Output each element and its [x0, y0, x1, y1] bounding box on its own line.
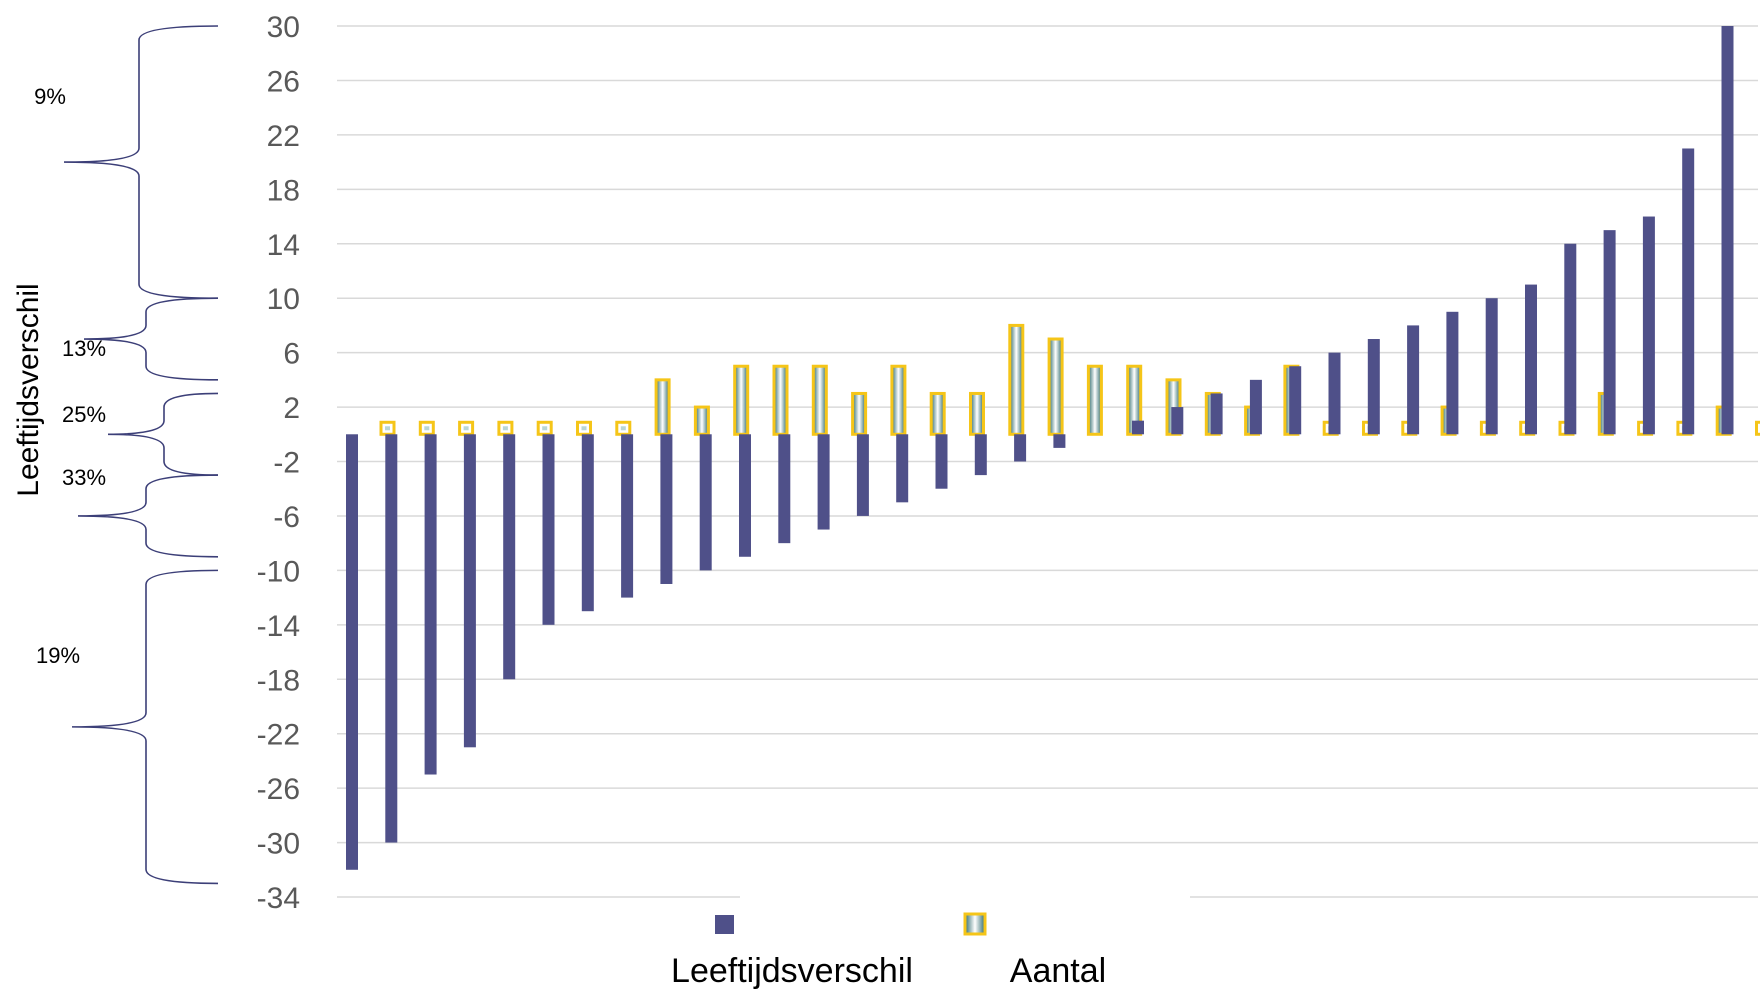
bar-leeftijdsverschil	[699, 434, 712, 571]
bar-aantal	[1086, 364, 1103, 436]
legend-label-leeftijdsverschil: Leeftijdsverschil	[671, 952, 913, 990]
bar-leeftijdsverschil	[385, 434, 398, 843]
y-axis-title: Leeftijdsverschil	[12, 283, 45, 496]
bar-aantal	[1047, 337, 1064, 436]
y-tick-label: -6	[273, 501, 300, 534]
bar-leeftijdsverschil	[817, 434, 830, 530]
bar-aantal-inner	[581, 426, 587, 431]
y-tick-label: 22	[267, 120, 300, 153]
bar-leeftijdsverschil	[346, 434, 358, 870]
bar-leeftijdsverschil	[1367, 339, 1380, 435]
brace	[107, 392, 219, 476]
y-tick-label: 18	[267, 174, 300, 207]
brace-annotations: 9% 13% 25% 33% 19%	[34, 25, 219, 885]
legend-swatch-leeftijdsverschil	[715, 915, 734, 934]
brace-label: 25%	[62, 402, 106, 427]
brace	[63, 25, 219, 299]
bar-leeftijdsverschil	[1485, 298, 1498, 435]
brace-label: 19%	[36, 643, 80, 668]
bar-leeftijdsverschil	[1053, 434, 1066, 448]
y-tick-label: -2	[273, 447, 300, 480]
bar-aantal	[969, 391, 985, 436]
bar-leeftijdsverschil	[1682, 148, 1695, 435]
bar-aantal-inner	[385, 426, 390, 431]
y-tick-label: 26	[267, 65, 300, 98]
y-tick-label: -26	[257, 773, 300, 806]
bar-aantal	[733, 364, 750, 436]
y-tick-label: -14	[257, 610, 300, 643]
bar-leeftijdsverschil	[424, 434, 437, 775]
bar-leeftijdsverschil	[1407, 325, 1420, 435]
brace-label: 9%	[34, 84, 66, 109]
bar-leeftijdsverschil	[856, 434, 869, 516]
y-axis-ticks: 30 26 22 18 14 10 6 2 -2 -6 -10 -14 -18 -22 -26 -30 -34	[257, 11, 300, 915]
brace-label: 33%	[62, 465, 106, 490]
bar-leeftijdsverschil	[896, 434, 909, 503]
bar-leeftijdsverschil	[739, 434, 751, 557]
brace	[71, 569, 219, 885]
bar-aantal-inner	[424, 426, 430, 431]
y-tick-label: 10	[267, 283, 300, 316]
brace-label: 13%	[62, 336, 106, 361]
bar-leeftijdsverschil	[1132, 420, 1144, 435]
bar-leeftijdsverschil	[1014, 434, 1027, 462]
bar-aantal-inner	[502, 426, 508, 431]
y-tick-label: -10	[257, 555, 300, 588]
y-tick-label: -18	[257, 664, 300, 697]
legend-label-aantal: Aantal	[1010, 952, 1106, 990]
brace	[83, 297, 219, 381]
bar-aantal	[851, 391, 868, 436]
brace	[77, 474, 219, 558]
bar-leeftijdsverschil	[1721, 26, 1734, 435]
bars	[346, 26, 1760, 870]
bar-aantal-inner	[542, 426, 548, 431]
bar-leeftijdsverschil	[463, 434, 476, 748]
bar-leeftijdsverschil	[1249, 379, 1262, 435]
bar-leeftijdsverschil	[581, 434, 594, 612]
bar-leeftijdsverschil	[621, 434, 634, 598]
bar-leeftijdsverschil	[1171, 407, 1184, 435]
y-tick-label: 14	[267, 229, 300, 262]
bar-leeftijdsverschil	[1603, 230, 1616, 435]
bar-leeftijdsverschil	[1210, 393, 1223, 435]
bar-aantal	[654, 378, 671, 436]
bar-aantal	[1008, 323, 1025, 436]
bar-aantal	[811, 364, 828, 436]
bar-leeftijdsverschil	[1446, 311, 1459, 435]
legend: Leeftijdsverschil Aantal	[671, 912, 1106, 990]
grid-lines	[337, 25, 1758, 900]
y-tick-label: -34	[257, 882, 300, 915]
bar-leeftijdsverschil	[974, 434, 987, 476]
y-tick-label: 2	[283, 392, 300, 425]
bar-leeftijdsverschil	[1328, 352, 1341, 435]
bar-aantal	[890, 364, 907, 436]
bar-leeftijdsverschil	[503, 434, 516, 680]
bar-leeftijdsverschil	[935, 434, 948, 489]
bar-aantal-inner	[620, 426, 626, 431]
bar-aantal-inner	[463, 426, 469, 431]
bar-leeftijdsverschil	[1289, 366, 1302, 435]
bar-leeftijdsverschil	[1564, 243, 1577, 435]
bar-aantal	[772, 364, 789, 436]
legend-swatch-aantal	[963, 912, 987, 936]
bar-aantal	[929, 391, 946, 436]
y-tick-label: -30	[257, 828, 300, 861]
bar-leeftijdsverschil	[660, 434, 673, 584]
y-tick-label: 30	[267, 11, 300, 44]
bar-leeftijdsverschil	[1642, 216, 1655, 435]
bar-aantal	[1755, 420, 1760, 436]
bar-leeftijdsverschil	[542, 434, 555, 625]
legend-backdrop	[740, 894, 1190, 900]
bar-leeftijdsverschil	[1525, 284, 1537, 435]
bar-leeftijdsverschil	[778, 434, 791, 544]
y-tick-label: 6	[283, 338, 300, 371]
y-tick-label: -22	[257, 719, 300, 752]
bar-aantal	[693, 405, 710, 436]
